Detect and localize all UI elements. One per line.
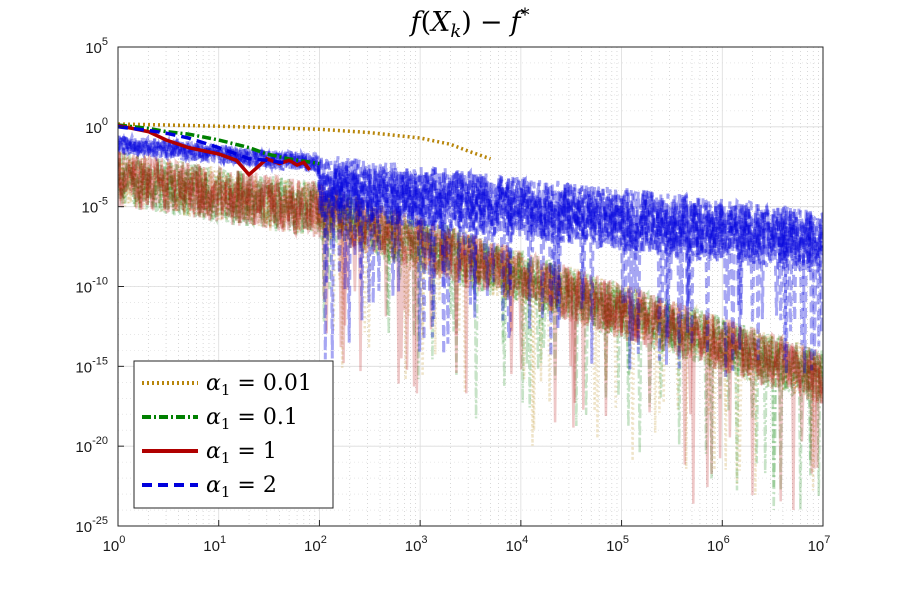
noise-trace bbox=[118, 153, 823, 497]
y-axis-ticks: 10-25 10-20 10-15 10-10 10-5 100 105 bbox=[75, 36, 124, 536]
noise-trace bbox=[118, 150, 823, 488]
noise-trace bbox=[118, 157, 823, 491]
x-tick-label: 106 bbox=[707, 534, 730, 555]
noise-trace bbox=[118, 151, 823, 511]
series-line bbox=[118, 123, 320, 166]
noise-trace bbox=[118, 153, 823, 495]
y-tick-label: 10-5 bbox=[82, 196, 108, 217]
noise-trace bbox=[118, 134, 823, 375]
noise-trace bbox=[118, 151, 823, 438]
y-tick-label: 10-25 bbox=[75, 515, 108, 536]
y-tick-label: 10-15 bbox=[75, 355, 108, 376]
noise-trace bbox=[118, 153, 823, 511]
y-tick-label: 10-20 bbox=[75, 435, 108, 456]
y-tick-label: 100 bbox=[85, 116, 108, 137]
legend-label: α1 = 0.01 bbox=[206, 371, 312, 399]
y-tick-label: 10-10 bbox=[75, 276, 108, 297]
x-axis-ticks: 100 101 102 103 104 105 106 107 bbox=[103, 520, 831, 555]
noise-trace bbox=[118, 151, 823, 502]
noise-trace bbox=[118, 152, 823, 461]
legend: α1 = 0.01 α1 = 0.1 α1 = 1 α1 = 2 bbox=[133, 360, 334, 509]
noise-trace bbox=[118, 148, 823, 484]
x-tick-label: 104 bbox=[505, 534, 528, 555]
noise-trace bbox=[118, 132, 823, 371]
x-tick-label: 102 bbox=[304, 534, 327, 555]
series-line bbox=[118, 122, 492, 161]
noise-trace bbox=[118, 135, 823, 371]
legend-label: α1 = 2 bbox=[206, 473, 277, 501]
legend-label: α1 = 1 bbox=[206, 439, 277, 467]
x-tick-label: 101 bbox=[203, 534, 226, 555]
legend-label: α1 = 0.1 bbox=[206, 405, 298, 433]
series-lines bbox=[118, 122, 492, 178]
x-tick-label: 100 bbox=[103, 534, 126, 555]
series-line bbox=[118, 125, 290, 166]
x-tick-label: 107 bbox=[808, 534, 831, 555]
noise-trace bbox=[118, 153, 823, 511]
series-line bbox=[118, 123, 312, 178]
x-tick-label: 103 bbox=[405, 534, 428, 555]
y-tick-label: 105 bbox=[85, 36, 108, 57]
chart-title: f(Xk) − f* bbox=[409, 5, 530, 42]
noise-trace bbox=[118, 159, 823, 446]
x-tick-label: 105 bbox=[606, 534, 629, 555]
